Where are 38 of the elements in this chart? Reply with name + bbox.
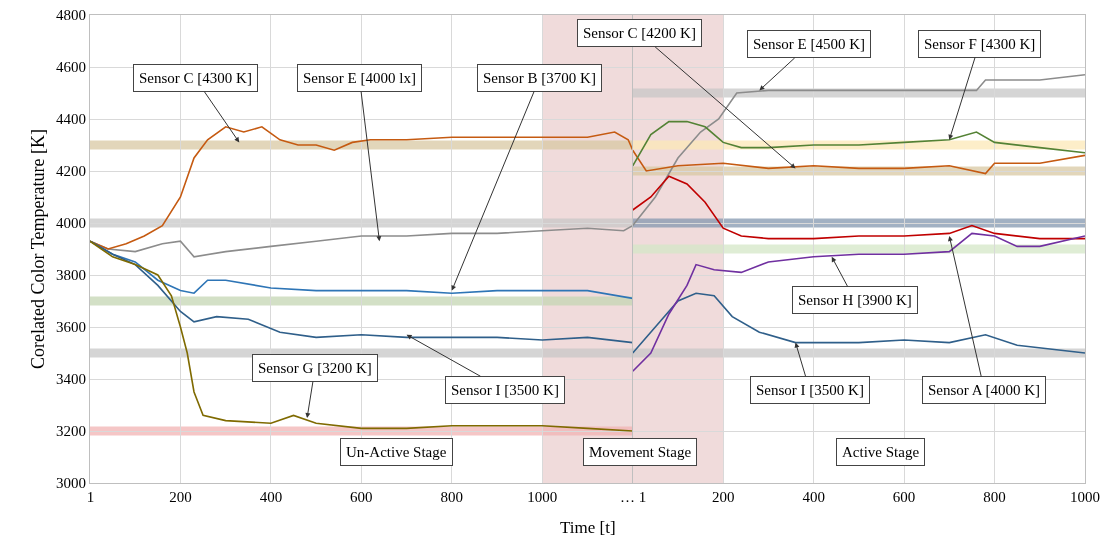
x-tick-label: 200: [169, 489, 192, 505]
x-tick-label: 800: [983, 489, 1006, 505]
y-tick-label: 3000: [56, 475, 86, 492]
annotation: Un-Active Stage: [346, 444, 447, 460]
y-tick-label: 4400: [56, 111, 86, 128]
annotation: Sensor A [4000 K]: [928, 382, 1041, 398]
x-tick-label: … 1: [620, 489, 647, 505]
x-axis-title: Time [t]: [560, 518, 616, 537]
annotation: Movement Stage: [589, 444, 692, 460]
x-tick-label: 400: [802, 489, 825, 505]
y-tick-label: 4000: [56, 215, 86, 232]
x-tick-label: 800: [440, 489, 464, 505]
y-tick-label: 3200: [56, 423, 86, 440]
annotation: Sensor H [3900 K]: [798, 292, 912, 308]
annotation: Active Stage: [842, 444, 920, 460]
y-tick-label: 4200: [56, 163, 86, 180]
annotation: Sensor B [3700 K]: [483, 70, 596, 86]
x-tick-label: 600: [350, 489, 373, 505]
x-tick-label: 400: [259, 489, 283, 505]
y-tick-label: 3800: [56, 267, 86, 284]
y-tick-label: 3600: [56, 319, 86, 336]
y-tick-label: 3400: [56, 371, 86, 388]
x-tick-label: 1000: [527, 489, 558, 505]
annotation: Sensor G [3200 K]: [258, 360, 372, 376]
annotation: Sensor C [4200 K]: [583, 25, 696, 41]
x-tick-label: 1: [86, 489, 95, 505]
y-tick-label: 4800: [56, 7, 86, 24]
y-tick-label: 4600: [56, 59, 86, 76]
annotation: Sensor C [4300 K]: [139, 70, 252, 86]
x-tick-label: 600: [892, 489, 916, 505]
y-axis-title: Corelated Color Temperature [K]: [28, 129, 49, 369]
annotation: Sensor I [3500 K]: [756, 382, 864, 398]
annotation: Sensor E [4000 lx]: [303, 70, 416, 86]
x-tick-label: 200: [711, 489, 735, 505]
annotation: Sensor E [4500 K]: [753, 36, 866, 52]
annotation: Sensor F [4300 K]: [924, 36, 1036, 52]
x-tick-label: 1000: [1070, 489, 1100, 505]
annotation: Sensor I [3500 K]: [451, 382, 559, 398]
